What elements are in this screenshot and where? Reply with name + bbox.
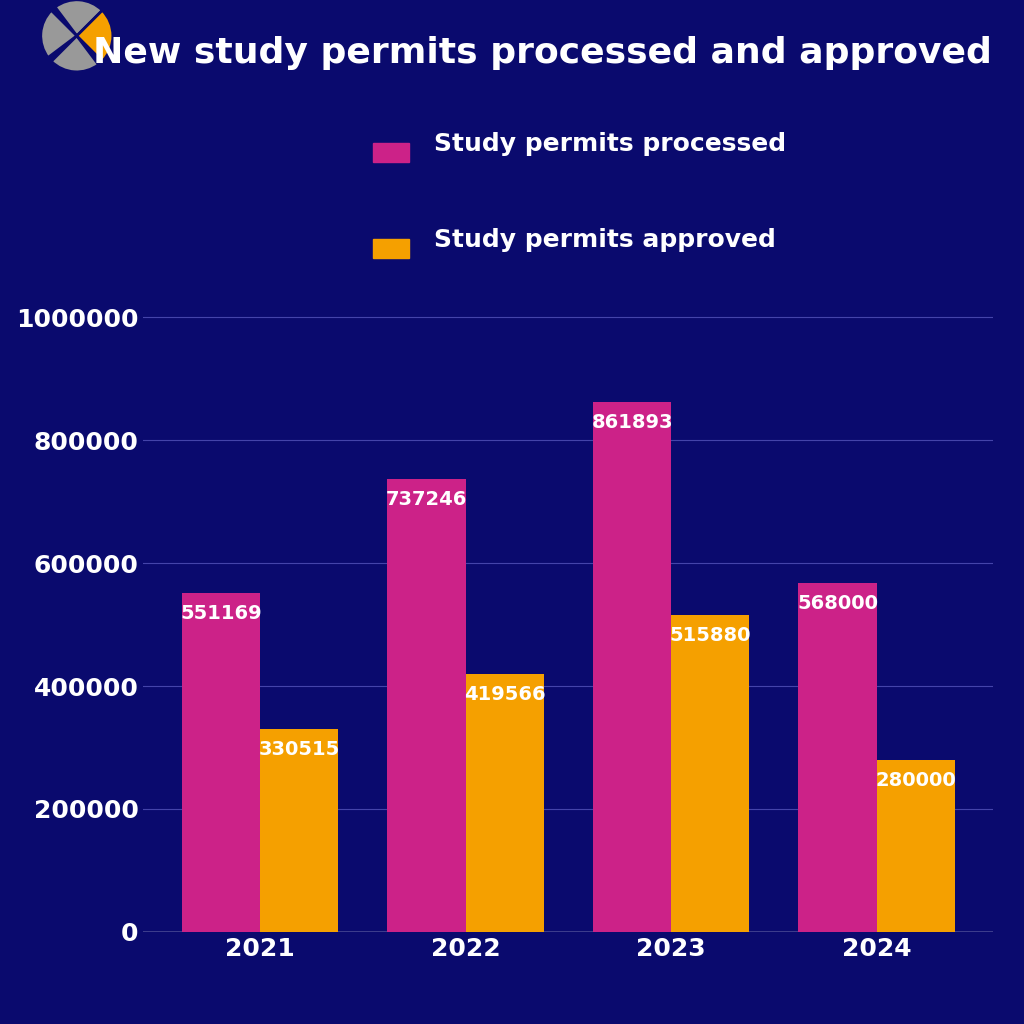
Bar bbox=[671, 614, 750, 932]
Bar bbox=[260, 729, 338, 932]
Bar bbox=[799, 583, 877, 932]
Text: 737246: 737246 bbox=[386, 489, 467, 509]
Text: 515880: 515880 bbox=[670, 626, 751, 645]
Bar bbox=[373, 143, 409, 162]
Wedge shape bbox=[41, 10, 77, 57]
Text: 280000: 280000 bbox=[876, 771, 956, 790]
Wedge shape bbox=[55, 0, 102, 36]
Text: 330515: 330515 bbox=[258, 739, 340, 759]
Text: 861893: 861893 bbox=[591, 414, 673, 432]
Bar bbox=[877, 760, 954, 932]
Bar bbox=[373, 239, 409, 258]
Text: 551169: 551169 bbox=[180, 604, 262, 624]
Bar bbox=[182, 593, 260, 932]
Text: Study permits approved: Study permits approved bbox=[434, 227, 776, 252]
Text: 419566: 419566 bbox=[464, 685, 546, 705]
Text: Study permits processed: Study permits processed bbox=[434, 132, 786, 156]
Wedge shape bbox=[51, 36, 98, 72]
Bar bbox=[593, 402, 671, 932]
Bar bbox=[387, 479, 466, 932]
Text: 568000: 568000 bbox=[797, 594, 878, 613]
Text: New study permits processed and approved: New study permits processed and approved bbox=[93, 36, 992, 70]
Wedge shape bbox=[77, 10, 113, 61]
Bar bbox=[466, 674, 544, 932]
